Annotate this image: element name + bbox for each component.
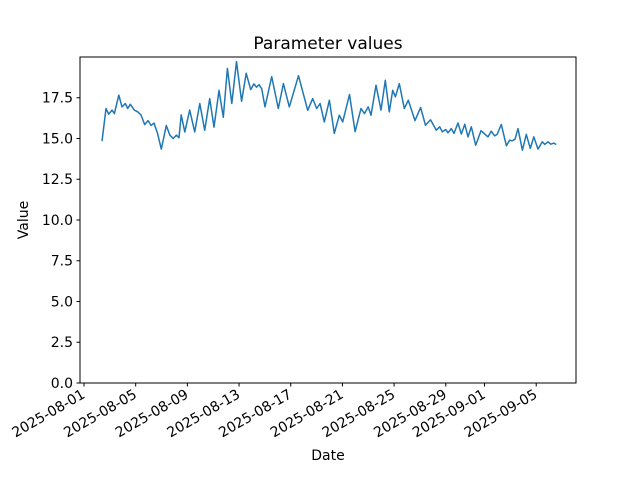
- y-tick-label: 10.0: [42, 213, 73, 229]
- y-tick-label: 12.5: [42, 172, 73, 188]
- x-axis-label: Date: [311, 448, 344, 464]
- chart-title: Parameter values: [253, 34, 402, 54]
- y-axis-ticks: 0.0 2.5 5.0 7.5 10.0 12.5 15.0 17.5: [42, 91, 80, 392]
- y-tick-label: 5.0: [51, 294, 73, 310]
- y-axis-label: Value: [16, 201, 32, 239]
- y-tick-label: 2.5: [51, 335, 73, 351]
- plot-area: [79, 56, 577, 384]
- y-tick-label: 7.5: [51, 254, 73, 270]
- series-line: [101, 60, 557, 151]
- y-tick-label: 17.5: [42, 91, 73, 107]
- y-tick-label: 0.0: [51, 376, 73, 392]
- y-tick-label: 15.0: [42, 131, 73, 147]
